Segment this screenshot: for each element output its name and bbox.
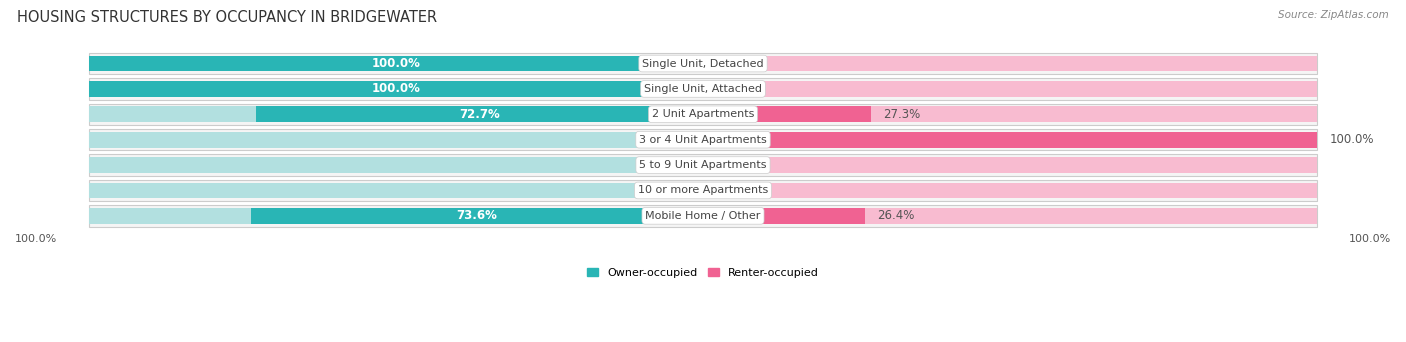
Bar	[703, 208, 865, 224]
Bar	[703, 81, 1317, 97]
Text: 100.0%: 100.0%	[371, 82, 420, 95]
Text: 0.0%: 0.0%	[718, 159, 748, 172]
Text: HOUSING STRUCTURES BY OCCUPANCY IN BRIDGEWATER: HOUSING STRUCTURES BY OCCUPANCY IN BRIDG…	[17, 10, 437, 25]
Text: 0.0%: 0.0%	[658, 184, 688, 197]
Bar	[703, 157, 1317, 173]
Bar	[256, 106, 703, 122]
Text: 5 to 9 Unit Apartments: 5 to 9 Unit Apartments	[640, 160, 766, 170]
Bar	[89, 56, 703, 71]
Bar	[89, 53, 1317, 74]
Text: 0.0%: 0.0%	[718, 184, 748, 197]
Bar	[89, 155, 1317, 176]
Text: Single Unit, Detached: Single Unit, Detached	[643, 58, 763, 68]
Text: 73.6%: 73.6%	[457, 209, 498, 222]
Bar	[89, 81, 703, 97]
Text: 3 or 4 Unit Apartments: 3 or 4 Unit Apartments	[640, 135, 766, 145]
Bar	[89, 129, 1317, 150]
Bar	[703, 56, 1317, 71]
Bar	[703, 132, 1317, 147]
Bar	[703, 132, 1317, 147]
Bar	[89, 183, 703, 198]
Text: 0.0%: 0.0%	[718, 82, 748, 95]
Bar	[89, 180, 1317, 201]
Bar	[89, 81, 703, 97]
Text: 0.0%: 0.0%	[658, 133, 688, 146]
Text: 100.0%: 100.0%	[1330, 133, 1374, 146]
Bar	[89, 78, 1317, 100]
Legend: Owner-occupied, Renter-occupied: Owner-occupied, Renter-occupied	[582, 263, 824, 282]
Text: 27.3%: 27.3%	[883, 108, 921, 121]
Bar	[89, 106, 703, 122]
Bar	[703, 208, 1317, 224]
Text: Mobile Home / Other: Mobile Home / Other	[645, 211, 761, 221]
Bar	[89, 132, 703, 147]
Bar	[703, 106, 1317, 122]
Text: 10 or more Apartments: 10 or more Apartments	[638, 185, 768, 196]
Text: 0.0%: 0.0%	[658, 159, 688, 172]
Text: Source: ZipAtlas.com: Source: ZipAtlas.com	[1278, 10, 1389, 20]
Text: 72.7%: 72.7%	[460, 108, 501, 121]
Text: 100.0%: 100.0%	[371, 57, 420, 70]
Bar	[89, 205, 1317, 226]
Text: 2 Unit Apartments: 2 Unit Apartments	[652, 109, 754, 119]
Text: 26.4%: 26.4%	[877, 209, 915, 222]
Bar	[89, 208, 703, 224]
Bar	[89, 104, 1317, 125]
Bar	[703, 183, 1317, 198]
Text: 0.0%: 0.0%	[718, 57, 748, 70]
Bar	[250, 208, 703, 224]
Bar	[89, 157, 703, 173]
Bar	[703, 106, 870, 122]
Text: 100.0%: 100.0%	[1348, 234, 1391, 244]
Bar	[89, 56, 703, 71]
Text: 100.0%: 100.0%	[15, 234, 58, 244]
Text: Single Unit, Attached: Single Unit, Attached	[644, 84, 762, 94]
